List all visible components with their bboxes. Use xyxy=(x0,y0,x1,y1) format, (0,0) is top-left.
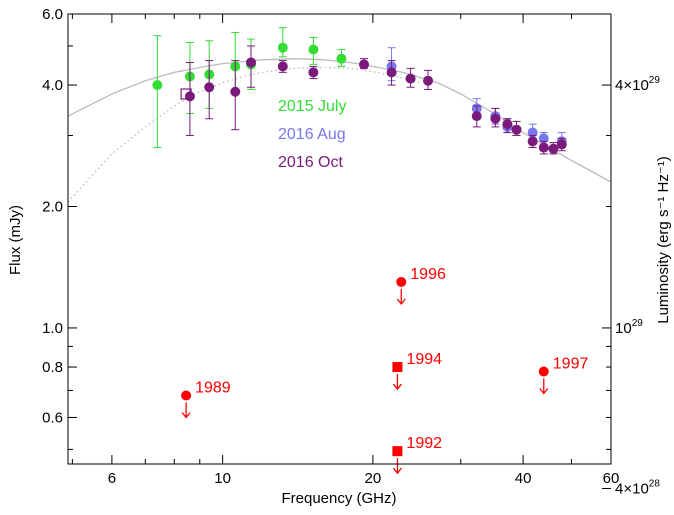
x-tick-label: 60 xyxy=(603,470,620,487)
y-tick-label: 0.8 xyxy=(42,359,63,376)
x-tick-label: 10 xyxy=(214,470,231,487)
model-curve-solid xyxy=(67,58,612,183)
y-tick-label: 0.6 xyxy=(42,409,63,426)
limit-label: 1996 xyxy=(410,266,446,283)
data-point xyxy=(502,119,513,130)
limit-arrow-head xyxy=(181,412,191,419)
y-tick-label: 1.0 xyxy=(42,320,63,337)
limit-label: 1994 xyxy=(406,351,442,368)
series-2016-aug xyxy=(386,47,567,149)
limit-arrow-head xyxy=(392,383,402,391)
limit-arrow-head xyxy=(392,467,402,475)
data-point xyxy=(336,53,347,64)
upper-limit-1996: 1996 xyxy=(396,266,446,306)
data-point xyxy=(308,44,319,55)
x-axis-title: Frequency (GHz) xyxy=(281,490,396,507)
data-point xyxy=(359,59,370,70)
limit-marker xyxy=(392,362,403,373)
data-point xyxy=(246,57,257,68)
limit-arrow-head xyxy=(396,298,406,306)
data-point xyxy=(527,136,538,147)
legend-entry: 2016 Aug xyxy=(278,126,346,143)
y-tick-label: 2.0 xyxy=(42,198,63,215)
upper-limit-1989: 1989 xyxy=(181,380,231,419)
y-axis-title: Flux (mJy) xyxy=(7,205,24,275)
y-tick-label: 6.0 xyxy=(42,6,63,23)
data-point xyxy=(204,82,215,93)
data-point xyxy=(386,67,397,78)
limit-marker xyxy=(538,366,549,377)
upper-limit-1994: 1994 xyxy=(392,351,442,391)
legend-entry: 2015 July xyxy=(278,98,347,115)
data-point xyxy=(511,124,522,135)
series-2016-oct xyxy=(184,45,567,155)
x-tick-label: 6 xyxy=(108,470,116,487)
data-point xyxy=(471,111,482,122)
data-point xyxy=(405,73,416,84)
limit-label: 1997 xyxy=(553,355,589,372)
data-point xyxy=(152,80,163,91)
limit-marker xyxy=(392,446,403,457)
plot-frame xyxy=(67,13,612,465)
data-point xyxy=(423,75,434,86)
legend-entry: 2016 Oct xyxy=(278,154,343,171)
data-point xyxy=(538,142,549,153)
data-point xyxy=(184,91,195,102)
y2-tick-label: 4×1029 xyxy=(615,75,660,94)
data-point xyxy=(277,42,288,53)
y2-tick-label: 1029 xyxy=(615,318,643,337)
limit-marker xyxy=(181,390,192,401)
open-square-marker xyxy=(180,88,192,100)
model-curve-dotted xyxy=(67,66,422,203)
x-tick-label: 20 xyxy=(365,470,382,487)
limit-label: 1992 xyxy=(406,435,442,452)
data-point xyxy=(548,143,559,154)
y-tick-label: 4.0 xyxy=(42,77,63,94)
limit-marker xyxy=(396,276,407,287)
data-point xyxy=(308,67,319,78)
upper-limit-1997: 1997 xyxy=(538,355,589,395)
limit-label: 1989 xyxy=(195,380,231,397)
upper-limit-1992: 1992 xyxy=(392,435,442,475)
data-point xyxy=(277,61,288,72)
data-point xyxy=(230,86,241,97)
x-tick-label: 40 xyxy=(515,470,532,487)
y2-tick-label: 4×1028 xyxy=(615,478,660,497)
y2-axis-title: Luminosity (erg s⁻¹ Hz⁻¹) xyxy=(655,156,672,324)
data-point xyxy=(490,113,501,124)
data-point xyxy=(556,139,567,150)
limit-arrow-head xyxy=(539,388,549,395)
